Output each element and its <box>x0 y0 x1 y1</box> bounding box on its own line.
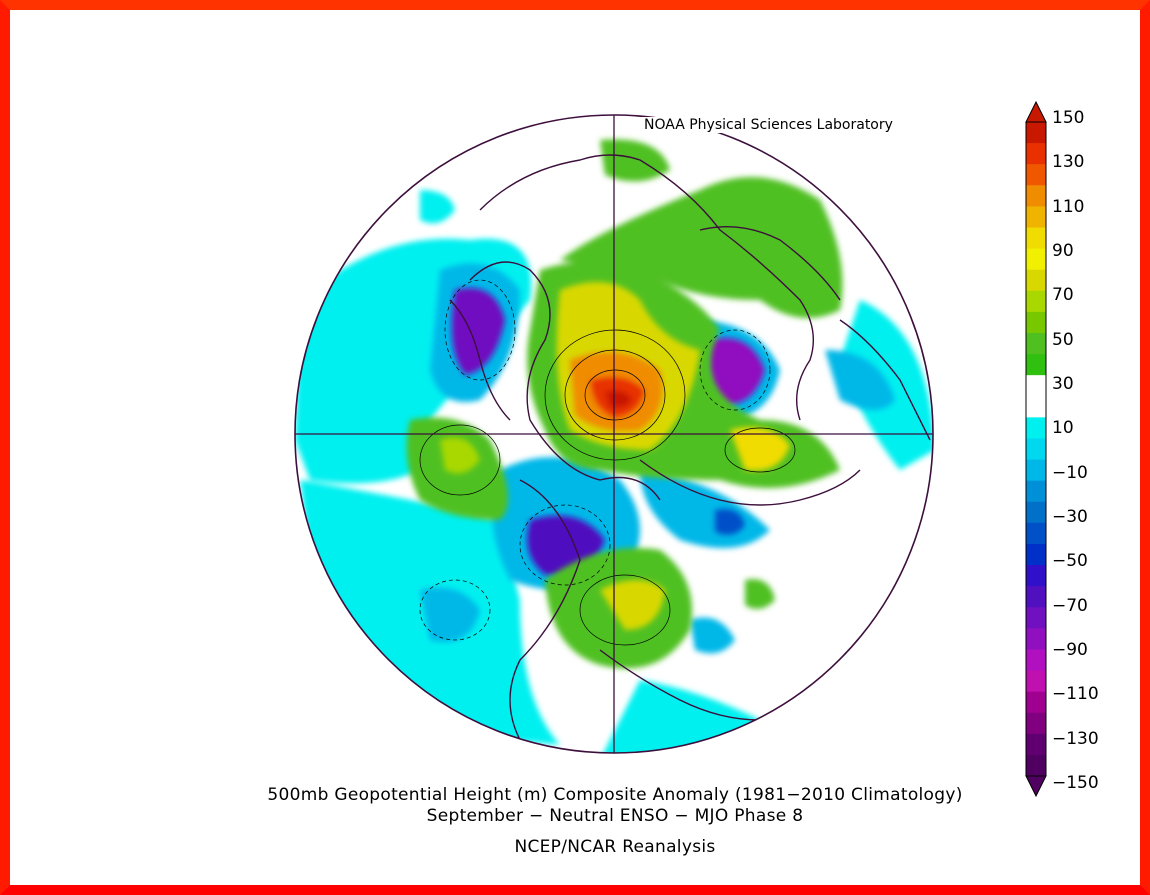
credit-label: NOAA Physical Sciences Laboratory <box>640 117 897 133</box>
colorbar-swatch <box>1026 206 1046 228</box>
coastlines <box>449 154 931 741</box>
colorbar-min-arrow <box>1025 775 1047 798</box>
colorbar-swatch <box>1026 143 1046 165</box>
shaded-anomaly-field <box>295 115 933 753</box>
colorbar-swatch <box>1026 122 1046 144</box>
data-source: NCEP/NCAR Reanalysis <box>514 837 716 857</box>
colorbar-swatch <box>1026 691 1046 714</box>
colorbar-tick-label: −10 <box>1052 462 1088 483</box>
colorbar-swatch <box>1026 354 1046 376</box>
colorbar-swatch <box>1026 522 1046 545</box>
negative-anomaly-blue <box>420 263 895 654</box>
colorbar-tick-label: −70 <box>1052 595 1088 616</box>
positive-anomaly-orange-red <box>570 352 663 431</box>
colorbar-swatch <box>1026 459 1046 482</box>
colorbar-swatch <box>1026 480 1046 503</box>
colorbar-swatch <box>1026 248 1046 271</box>
colorbar-swatch <box>1026 375 1046 397</box>
colorbar-swatch <box>1026 269 1046 292</box>
colorbar-swatch <box>1026 733 1046 756</box>
colorbar-tick-label: 30 <box>1052 374 1074 394</box>
colorbar-swatch <box>1026 628 1046 650</box>
map-boundary-circle <box>294 114 934 754</box>
map-title: 500mb Geopotential Height (m) Composite … <box>267 785 963 805</box>
colorbar-swatch <box>1026 311 1046 334</box>
colorbar-swatch <box>1026 332 1046 355</box>
colorbar-tick-label: −50 <box>1052 551 1088 572</box>
colorbar-tick-label: 130 <box>1052 152 1085 173</box>
colorbar-swatch <box>1026 290 1046 313</box>
colorbar-tick-label: 110 <box>1052 196 1085 217</box>
colorbar-swatch <box>1026 164 1046 186</box>
colorbar-tick-label: 50 <box>1052 329 1074 350</box>
colorbar-tick-label: −130 <box>1052 728 1099 749</box>
colorbar-tick-label: 70 <box>1052 285 1074 306</box>
colorbar-tick-label: 10 <box>1052 418 1074 439</box>
colorbar-swatch <box>1026 670 1046 693</box>
negative-anomaly-purple <box>451 288 765 576</box>
colorbar-max-arrow <box>1025 100 1047 123</box>
colorbar-swatch <box>1026 501 1046 524</box>
colorbar-tick-label: 150 <box>1052 108 1085 128</box>
colorbar <box>1025 100 1047 798</box>
map-subtitle: September − Neutral ENSO − MJO Phase 8 <box>426 806 804 826</box>
colorbar-swatch <box>1026 185 1046 207</box>
colorbar-swatch <box>1026 649 1046 672</box>
colorbar-swatch <box>1026 438 1046 461</box>
colorbar-swatch <box>1026 565 1046 587</box>
colorbar-tick-label: −150 <box>1052 773 1099 793</box>
colorbar-swatch <box>1026 543 1046 566</box>
colorbar-tick-label: −30 <box>1052 507 1088 527</box>
colorbar-tick-label: 90 <box>1052 241 1074 261</box>
colorbar-swatch <box>1026 396 1046 418</box>
colorbar-swatch <box>1026 227 1046 250</box>
colorbar-swatch <box>1026 754 1046 777</box>
colorbar-swatch <box>1026 712 1046 735</box>
colorbar-swatch <box>1026 607 1046 629</box>
colorbar-tick-label: −110 <box>1052 684 1099 705</box>
anomaly-contours <box>419 279 796 646</box>
colorbar-swatch <box>1026 417 1046 439</box>
colorbar-swatch <box>1026 586 1046 608</box>
colorbar-tick-label: −90 <box>1052 640 1088 660</box>
